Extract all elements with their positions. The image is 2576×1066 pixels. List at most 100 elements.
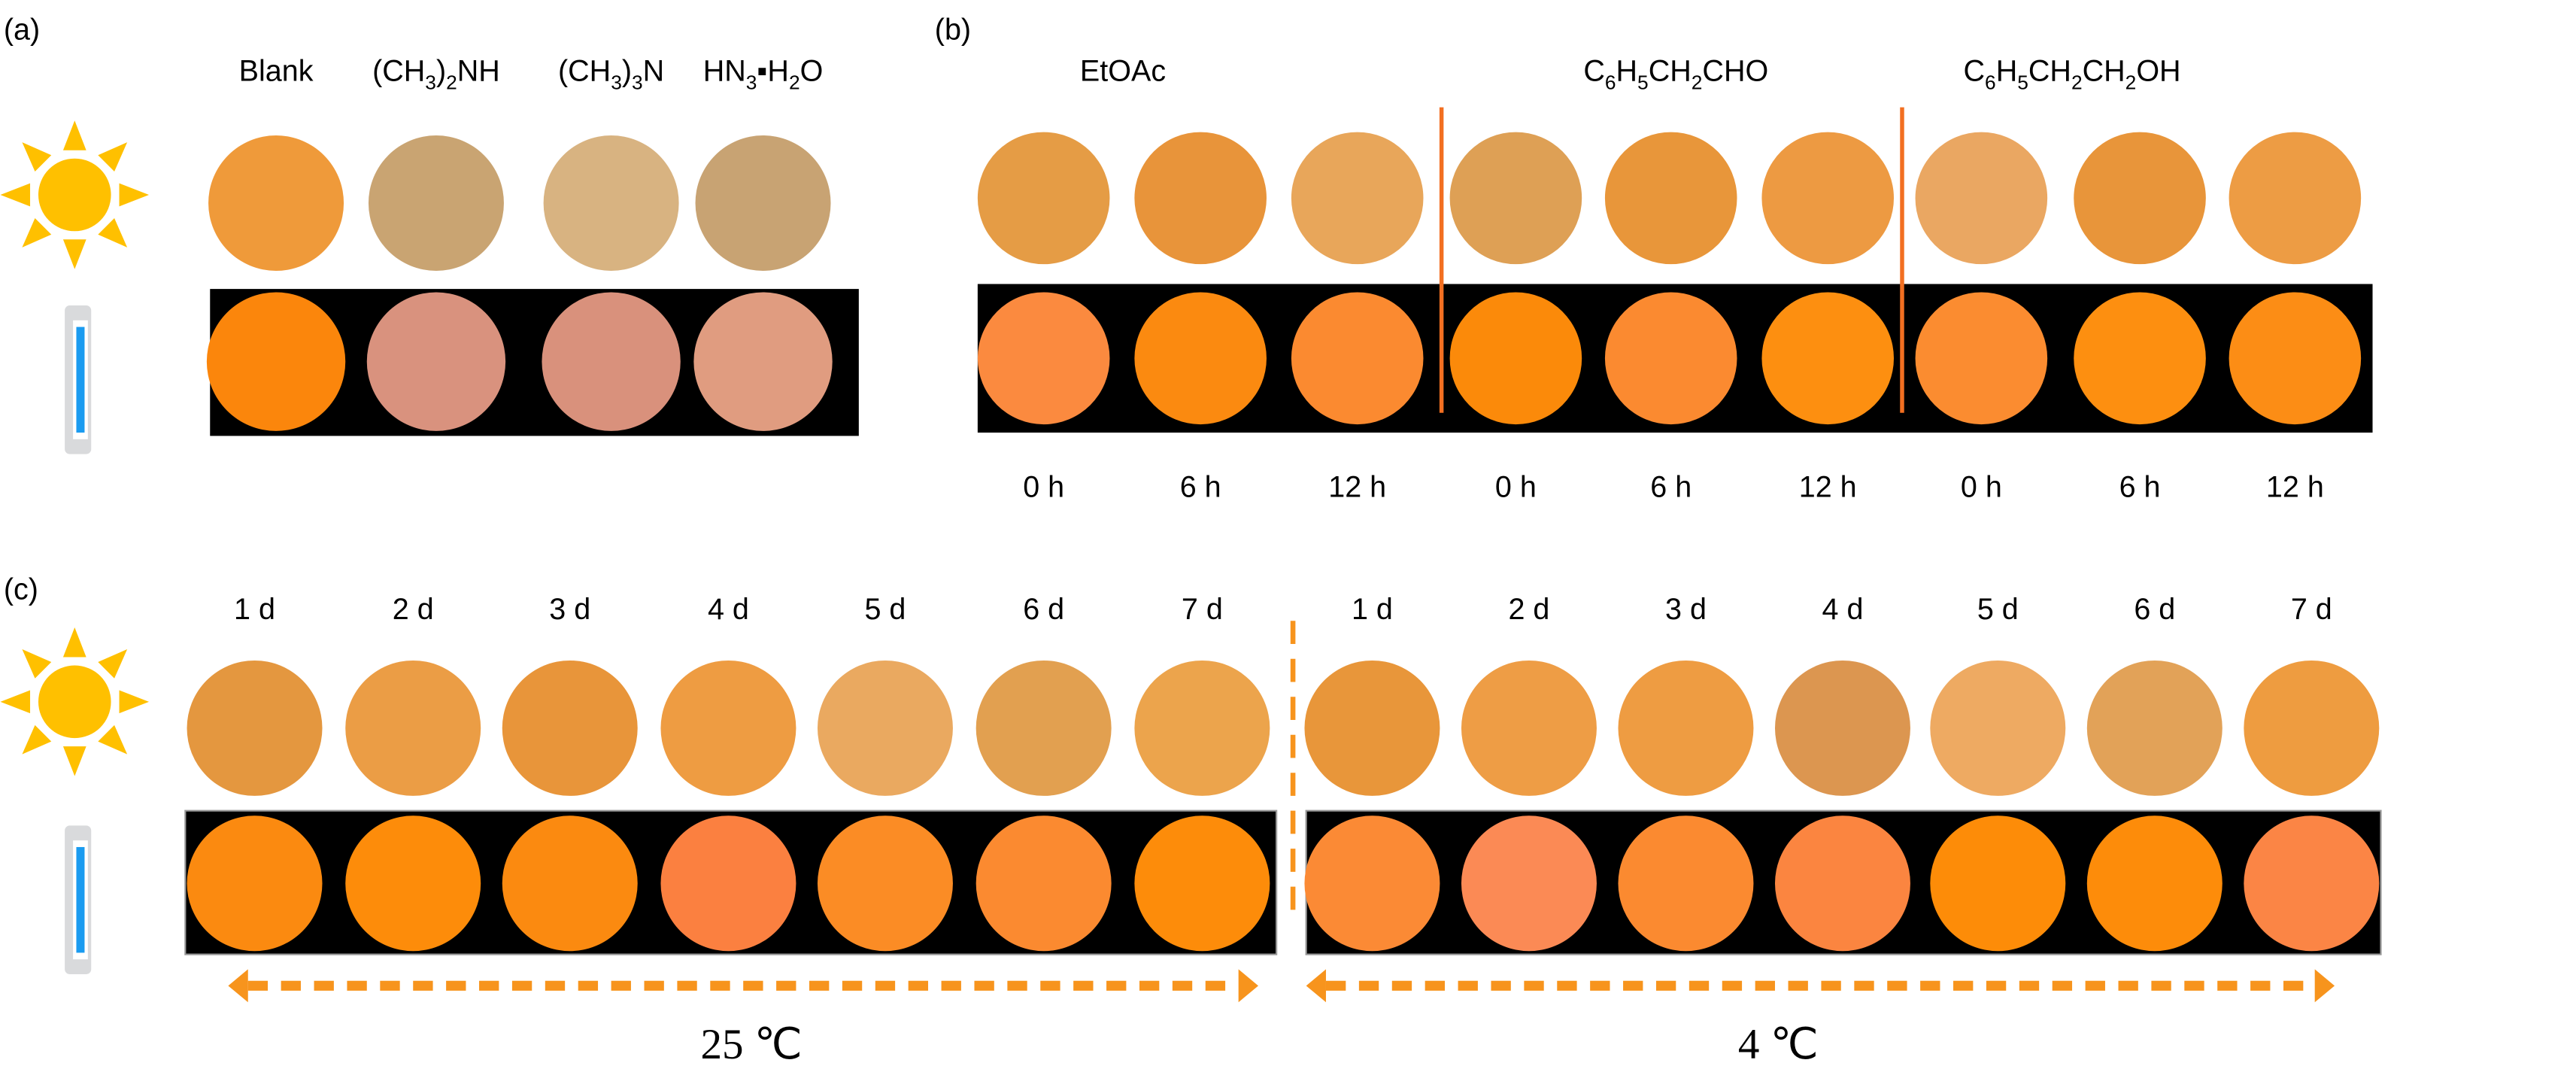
sample-daylight (817, 660, 953, 796)
day-label: 1 d (234, 593, 275, 626)
arrow-4c (1306, 969, 2335, 1003)
sample-daylight (1449, 132, 1582, 265)
sample-uv (187, 815, 323, 952)
sample-daylight (502, 660, 638, 796)
sample-daylight (345, 660, 481, 796)
sample-daylight (2074, 132, 2206, 265)
formula-part: N (643, 55, 665, 88)
sample-daylight (1761, 132, 1895, 265)
sample-daylight (1930, 660, 2066, 796)
formula-part: ) (436, 55, 446, 88)
day-label: 1 d (1352, 593, 1393, 626)
day-label: 7 d (2291, 593, 2332, 626)
subscript: 5 (2017, 71, 2028, 94)
formula-part: (CH (558, 55, 611, 88)
sample-daylight (1291, 132, 1424, 265)
solvent-header: EtOAc (1080, 55, 1166, 88)
sample-daylight (2229, 132, 2362, 265)
sample-uv (817, 815, 953, 952)
formula-part: CH (2028, 55, 2071, 88)
sample-daylight (1134, 660, 1270, 796)
uv-lamp-icon (65, 825, 92, 974)
arrow-25c (228, 969, 1258, 1003)
uv-lamp-icon (65, 305, 92, 454)
formula-part: C (1964, 55, 1986, 88)
formula-part: NH (457, 55, 500, 88)
sample-daylight (543, 135, 679, 271)
subscript: 2 (446, 71, 457, 94)
column-header: (CH3)3N (558, 55, 664, 94)
formula-part: EtOAc (1080, 55, 1166, 88)
sample-daylight (695, 135, 831, 271)
sample-uv (1449, 292, 1582, 425)
day-label: 4 d (708, 593, 749, 626)
sample-uv (2074, 292, 2206, 425)
column-header: Blank (239, 55, 314, 88)
sample-uv (975, 815, 1112, 952)
sample-uv (1930, 815, 2066, 952)
sample-daylight (975, 660, 1112, 796)
sample-uv (693, 292, 833, 431)
subscript: 6 (1605, 71, 1616, 94)
subscript: 6 (1985, 71, 1996, 94)
day-label: 5 d (864, 593, 906, 626)
time-label: 6 h (1650, 471, 1692, 504)
sample-uv (2244, 815, 2380, 952)
subscript: 3 (611, 71, 622, 94)
solvent-header: C6H5CH2CH2OH (1964, 55, 2181, 94)
formula-part: ▪H (757, 55, 789, 88)
sample-uv (1618, 815, 1754, 952)
formula-part: O (800, 55, 824, 88)
subscript: 2 (2125, 71, 2137, 94)
sample-daylight (1604, 132, 1737, 265)
day-label: 6 d (1023, 593, 1064, 626)
sample-uv (1761, 292, 1895, 425)
day-label: 5 d (1977, 593, 2019, 626)
sample-uv (660, 815, 796, 952)
sample-daylight (1134, 132, 1267, 265)
sample-uv (1134, 292, 1267, 425)
sample-uv (1915, 292, 2048, 425)
subscript: 5 (1637, 71, 1649, 94)
sun-icon (0, 120, 150, 269)
formula-part: CH (1649, 55, 1692, 88)
time-label: 0 h (1495, 471, 1537, 504)
sample-uv (1134, 815, 1270, 952)
time-label: 0 h (1961, 471, 2002, 504)
sample-uv (1604, 292, 1737, 425)
sun-icon (0, 627, 150, 776)
subscript: 3 (746, 71, 757, 94)
subscript: 3 (425, 71, 436, 94)
sample-daylight (208, 135, 344, 271)
sample-uv (206, 292, 346, 431)
day-label: 3 d (549, 593, 590, 626)
temperature-label-4: 4 ℃ (1738, 1021, 1819, 1066)
time-label: 0 h (1023, 471, 1064, 504)
formula-part: HN (703, 55, 746, 88)
sample-daylight (1774, 660, 1910, 796)
day-label: 4 d (1822, 593, 1864, 626)
sample-uv (1304, 815, 1440, 952)
formula-part: H (1616, 55, 1638, 88)
sample-uv (2086, 815, 2223, 952)
sample-daylight (1304, 660, 1440, 796)
column-header: HN3▪H2O (703, 55, 824, 94)
sample-daylight (2244, 660, 2380, 796)
sample-uv (2229, 292, 2362, 425)
sample-uv (366, 292, 506, 431)
sample-uv (502, 815, 638, 952)
sample-daylight (2086, 660, 2223, 796)
subscript: 3 (632, 71, 643, 94)
sample-daylight (1461, 660, 1597, 796)
sample-daylight (977, 132, 1110, 265)
temperature-label-25: 25 ℃ (700, 1021, 802, 1066)
subscript: 2 (2071, 71, 2083, 94)
formula-part: (CH (372, 55, 425, 88)
sample-uv (977, 292, 1110, 425)
day-label: 7 d (1182, 593, 1223, 626)
time-label: 12 h (1328, 471, 1386, 504)
time-label: 12 h (1799, 471, 1857, 504)
sample-daylight (1915, 132, 2048, 265)
panel-label-a: (a) (4, 14, 40, 47)
sample-daylight (187, 660, 323, 796)
